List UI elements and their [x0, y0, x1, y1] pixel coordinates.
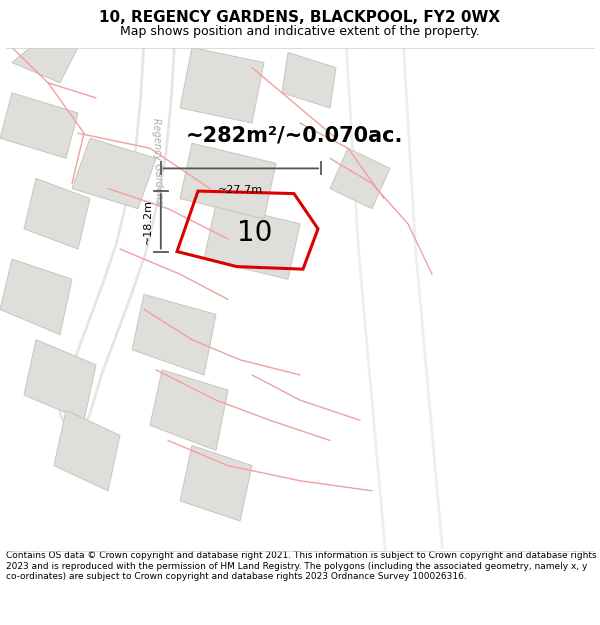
Polygon shape: [180, 143, 276, 219]
Text: Regency Gardens: Regency Gardens: [151, 118, 164, 204]
Text: 10: 10: [237, 219, 272, 248]
Polygon shape: [330, 148, 390, 209]
Polygon shape: [132, 294, 216, 375]
Polygon shape: [180, 48, 264, 123]
Polygon shape: [150, 370, 228, 451]
Text: ~282m²/~0.070ac.: ~282m²/~0.070ac.: [186, 126, 403, 146]
Polygon shape: [204, 204, 300, 279]
Text: Contains OS data © Crown copyright and database right 2021. This information is : Contains OS data © Crown copyright and d…: [6, 551, 596, 581]
Polygon shape: [24, 339, 96, 420]
Text: ~27.7m: ~27.7m: [218, 184, 263, 194]
Text: 10, REGENCY GARDENS, BLACKPOOL, FY2 0WX: 10, REGENCY GARDENS, BLACKPOOL, FY2 0WX: [100, 11, 500, 26]
Text: Map shows position and indicative extent of the property.: Map shows position and indicative extent…: [120, 25, 480, 38]
Polygon shape: [282, 52, 336, 108]
Polygon shape: [0, 93, 78, 158]
Text: ~18.2m: ~18.2m: [143, 199, 152, 244]
Polygon shape: [24, 179, 90, 249]
Polygon shape: [180, 446, 252, 521]
Polygon shape: [0, 259, 72, 334]
Polygon shape: [54, 410, 120, 491]
Polygon shape: [72, 138, 156, 209]
Polygon shape: [12, 48, 78, 82]
